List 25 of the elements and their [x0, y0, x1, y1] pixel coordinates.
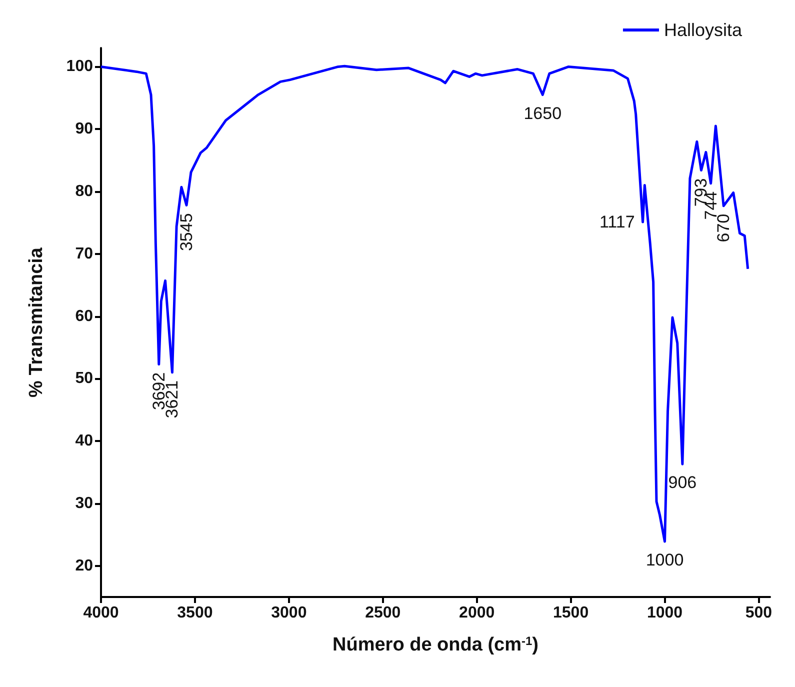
- x-tick-label: 3000: [271, 604, 307, 622]
- x-tick-label: 1000: [646, 604, 683, 622]
- x-tick-label: 2500: [365, 604, 401, 622]
- annotation: 1117: [599, 212, 635, 232]
- annotation: 1650: [524, 104, 562, 123]
- x-tick-label: 1500: [553, 604, 589, 622]
- y-tick-label: 40: [75, 432, 94, 450]
- x-tick-label: 4000: [83, 604, 119, 622]
- line-series: [100, 64, 750, 543]
- annotation: 906: [668, 473, 697, 492]
- y-axis-title: % Transmitancia: [26, 247, 47, 398]
- x-tick-label: 3500: [177, 604, 213, 622]
- y-tick-label: 100: [66, 58, 94, 76]
- y-tick-label: 90: [75, 120, 94, 138]
- legend-label: Halloysita: [664, 20, 743, 40]
- annotation: 1000: [646, 550, 684, 570]
- x-tick-label: 500: [745, 604, 772, 622]
- x-tick-label: 2000: [459, 604, 495, 622]
- y-tick-label: 20: [75, 557, 94, 574]
- annotation: 3545: [177, 213, 196, 252]
- y-tick-label: 70: [75, 245, 94, 262]
- y-tick-label: 50: [75, 370, 94, 388]
- y-tick-label: 60: [75, 308, 94, 325]
- y-tick-label: 30: [75, 494, 94, 512]
- y-tick-label: 80: [75, 182, 94, 200]
